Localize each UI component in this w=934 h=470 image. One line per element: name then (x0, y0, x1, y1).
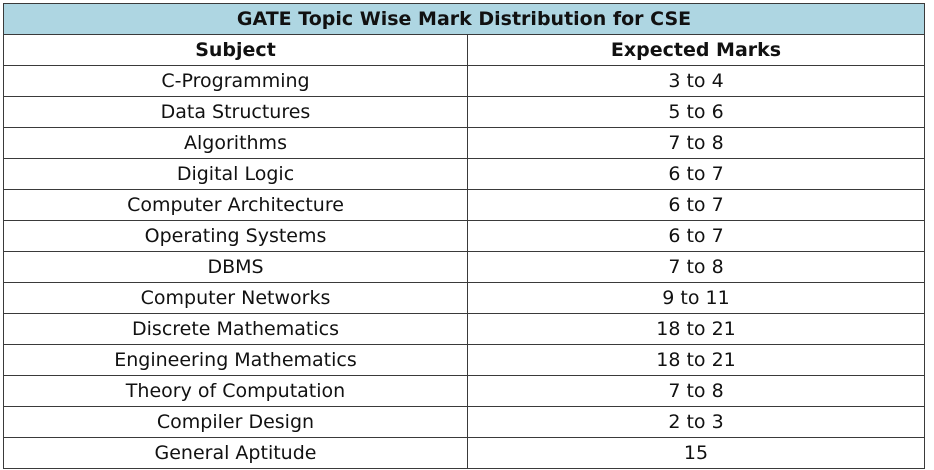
expected-marks-cell: 6 to 7 (466, 220, 926, 252)
table-row: Data Structures 5 to 6 (3, 96, 926, 128)
expected-marks-cell: 2 to 3 (466, 406, 926, 438)
subject-cell: Compiler Design (3, 406, 468, 438)
table-row: Discrete Mathematics 18 to 21 (3, 313, 926, 345)
expected-marks-cell: 6 to 7 (466, 158, 926, 190)
table-row: Computer Networks 9 to 11 (3, 282, 926, 314)
expected-marks-cell: 9 to 11 (466, 282, 926, 314)
subject-cell: Theory of Computation (3, 375, 468, 407)
column-header-expected-marks: Expected Marks (466, 34, 926, 66)
column-header-subject: Subject (3, 34, 468, 66)
table-row: Operating Systems 6 to 7 (3, 220, 926, 252)
expected-marks-cell: 7 to 8 (466, 375, 926, 407)
subject-cell: Engineering Mathematics (3, 344, 468, 376)
subject-cell: Discrete Mathematics (3, 313, 468, 345)
table-row: General Aptitude 15 (3, 437, 926, 469)
subject-cell: Operating Systems (3, 220, 468, 252)
table-title-row: GATE Topic Wise Mark Distribution for CS… (2, 3, 926, 35)
table-row: Digital Logic 6 to 7 (3, 158, 926, 190)
subject-cell: Computer Architecture (3, 189, 468, 221)
mark-distribution-table: GATE Topic Wise Mark Distribution for CS… (2, 3, 926, 469)
table-header-row: Subject Expected Marks (3, 34, 926, 66)
table-body: C-Programming 3 to 4 Data Structures 5 to 6… (3, 65, 926, 469)
subject-cell: Algorithms (3, 127, 468, 159)
expected-marks-cell: 18 to 21 (466, 313, 926, 345)
table-row: Computer Architecture 6 to 7 (3, 189, 926, 221)
expected-marks-cell: 5 to 6 (466, 96, 926, 128)
subject-cell: DBMS (3, 251, 468, 283)
table-row: Algorithms 7 to 8 (3, 127, 926, 159)
mark-distribution-table-container: GATE Topic Wise Mark Distribution for CS… (2, 3, 926, 469)
expected-marks-cell: 15 (466, 437, 926, 469)
expected-marks-cell: 7 to 8 (466, 127, 926, 159)
subject-cell: C-Programming (3, 65, 468, 97)
subject-cell: General Aptitude (3, 437, 468, 469)
table-row: Engineering Mathematics 18 to 21 (3, 344, 926, 376)
table-row: C-Programming 3 to 4 (3, 65, 926, 97)
expected-marks-cell: 7 to 8 (466, 251, 926, 283)
expected-marks-cell: 3 to 4 (466, 65, 926, 97)
subject-cell: Data Structures (3, 96, 468, 128)
table-title: GATE Topic Wise Mark Distribution for CS… (2, 3, 926, 35)
expected-marks-cell: 18 to 21 (466, 344, 926, 376)
table-row: Compiler Design 2 to 3 (3, 406, 926, 438)
subject-cell: Computer Networks (3, 282, 468, 314)
table-row: Theory of Computation 7 to 8 (3, 375, 926, 407)
table-row: DBMS 7 to 8 (3, 251, 926, 283)
subject-cell: Digital Logic (3, 158, 468, 190)
expected-marks-cell: 6 to 7 (466, 189, 926, 221)
